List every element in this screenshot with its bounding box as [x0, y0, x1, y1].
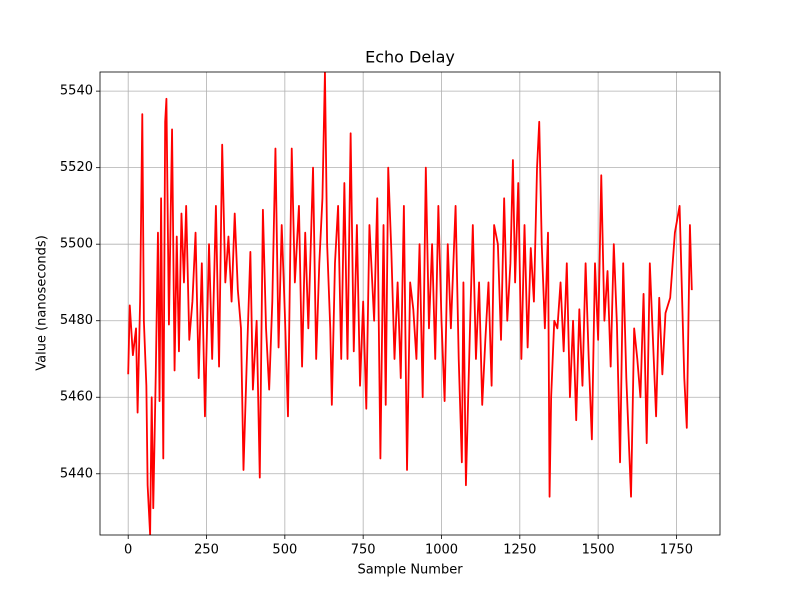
y-tick-label: 5480 — [60, 313, 93, 328]
plot-frame — [99, 71, 721, 536]
y-tick-label: 5460 — [60, 390, 93, 405]
data-line — [127, 72, 693, 535]
x-tick-label: 1000 — [425, 543, 458, 558]
y-tick-label: 5440 — [60, 466, 93, 481]
x-tick-label: 0 — [124, 543, 132, 558]
y-tick-label: 5520 — [60, 160, 93, 175]
x-tick-label: 250 — [194, 543, 219, 558]
x-tick-label: 1750 — [660, 543, 693, 558]
x-axis-label: Sample Number — [357, 563, 463, 578]
x-tick-label: 500 — [272, 543, 297, 558]
chart-title: Echo Delay — [365, 48, 455, 67]
x-tick-label: 750 — [351, 543, 376, 558]
x-tick-label: 1250 — [503, 543, 536, 558]
y-tick-label: 5540 — [60, 84, 93, 99]
y-axis-label: Value (nanoseconds) — [35, 235, 50, 371]
x-tick-label: 1500 — [582, 543, 615, 558]
y-tick-label: 5500 — [60, 237, 93, 252]
